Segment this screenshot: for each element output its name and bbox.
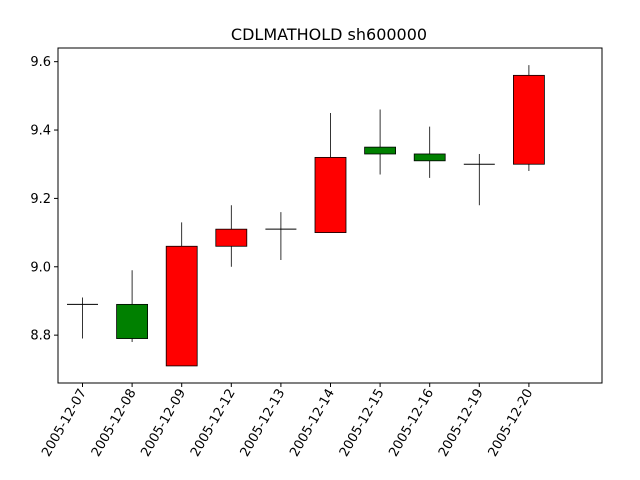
y-tick-label: 9.4 (30, 124, 51, 139)
x-tick-label: 2005-12-19 (436, 387, 487, 460)
x-tick-label: 2005-12-20 (486, 387, 537, 460)
candle-body (165, 245, 198, 367)
x-tick-label: 2005-12-15 (337, 387, 388, 460)
y-tick-label: 9.2 (30, 192, 51, 207)
x-tick-label: 2005-12-07 (39, 387, 90, 460)
y-tick-label: 9.0 (30, 260, 51, 275)
candle-body (364, 146, 397, 155)
x-tick-label: 2005-12-08 (89, 387, 140, 460)
plot-frame (57, 47, 603, 384)
candle-body (314, 156, 347, 233)
candle-body (413, 153, 446, 162)
y-tick-label: 9.6 (30, 55, 51, 70)
candle-body (116, 303, 148, 339)
x-tick-label: 2005-12-13 (238, 387, 289, 460)
x-tick-label: 2005-12-09 (138, 387, 189, 460)
x-tick-label: 2005-12-12 (188, 387, 239, 460)
x-tick-label: 2005-12-14 (287, 387, 338, 460)
x-tick-label: 2005-12-16 (386, 387, 437, 460)
candle-body (215, 228, 248, 247)
y-tick-label: 8.8 (30, 329, 51, 344)
plot-area: 8.89.09.29.49.62005-12-072005-12-082005-… (30, 55, 545, 460)
chart-title: CDLMATHOLD sh600000 (231, 25, 427, 44)
candle-body (513, 74, 545, 165)
